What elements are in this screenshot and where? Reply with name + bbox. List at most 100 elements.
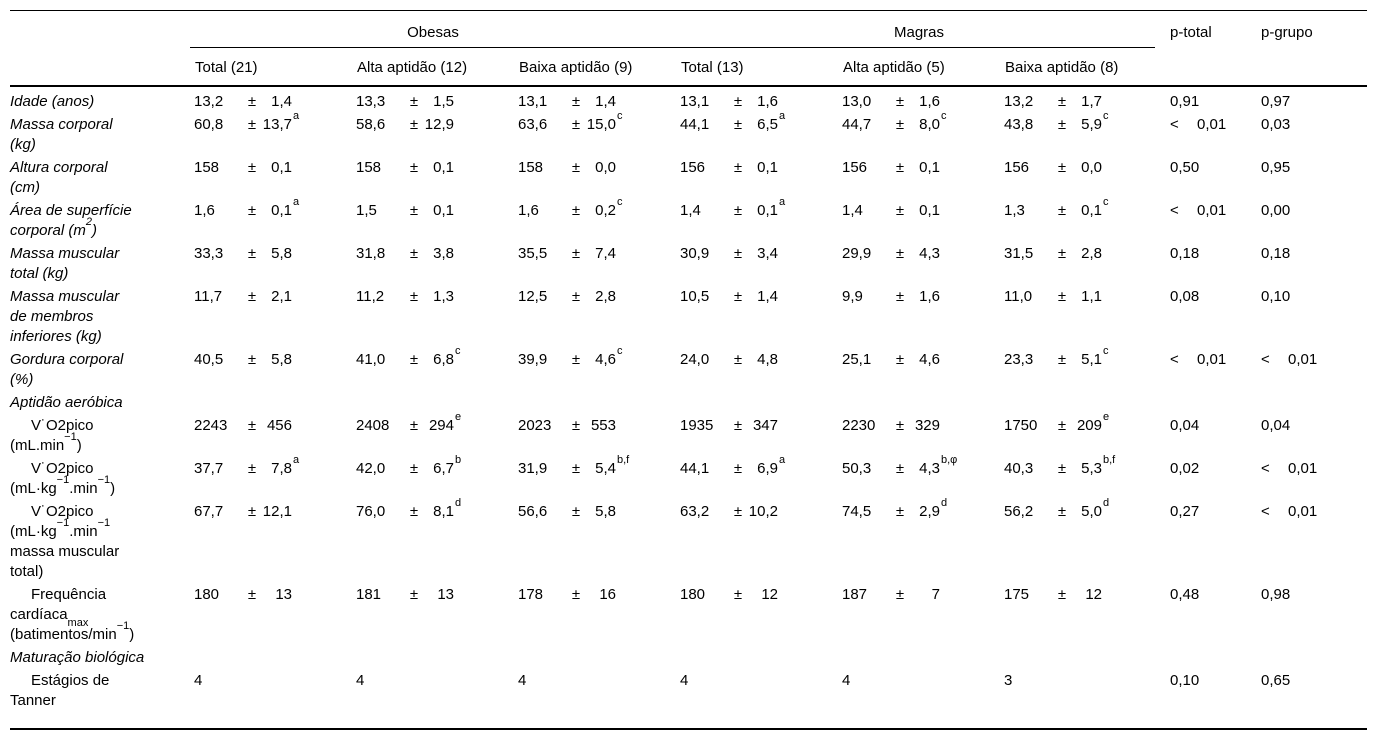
p-value: 0,01	[1288, 460, 1318, 477]
sd-value: 12	[1085, 586, 1102, 603]
p-grupo-cell: <0,01	[1253, 350, 1375, 370]
row-label-line: Área de superfície	[10, 202, 132, 219]
row-label: Estágios de Tanner	[10, 671, 190, 711]
mean-value: 37,7	[194, 460, 224, 477]
sd-value: 12,1	[262, 503, 292, 520]
plus-minus-symbol: ±	[409, 288, 419, 305]
plus-minus-symbol: ±	[571, 503, 581, 520]
sd-value: 1,5	[433, 93, 454, 110]
plus-minus-symbol: ±	[409, 417, 419, 434]
sd-value: 0,2	[595, 202, 616, 219]
row-label: V˙O2pico (mL.min−1)	[10, 416, 190, 456]
sd-value: 15,0	[586, 116, 616, 133]
row-label-line: total)	[10, 563, 44, 580]
plus-minus-symbol: ±	[1057, 288, 1067, 305]
data-cell: 40,5 ±5,8	[190, 350, 352, 370]
p-grupo-cell: 0,03	[1253, 115, 1375, 135]
mean-value: 44,1	[680, 116, 710, 133]
data-cell: 39,9 ±4,6 c	[514, 346, 676, 370]
mean-value: 12,5	[518, 288, 548, 305]
row-label-line: V˙O2pico	[31, 417, 94, 434]
table-row: Altura corporal (cm) 158 ±0,1 158 ±0,1 158 ±0,0…	[10, 158, 1375, 198]
sd-superscript: a	[293, 196, 300, 208]
table-row: Massa muscular total (kg) 33,3 ±5,8 31,8 ±3,8…	[10, 244, 1375, 284]
row-label-line: Estágios de	[31, 672, 110, 689]
sd-value: 7	[931, 586, 940, 603]
sd-value: 4,6	[595, 351, 616, 368]
plus-minus-symbol: ±	[409, 159, 419, 176]
p-value: 0,00	[1261, 202, 1291, 219]
p-total-cell: 0,04	[1162, 416, 1253, 436]
plus-minus-symbol: ±	[571, 351, 581, 368]
plus-minus-symbol: ±	[1057, 351, 1067, 368]
mean-value: 9,9	[842, 288, 863, 305]
sd-value: 5,0	[1081, 503, 1102, 520]
mean-value: 56,2	[1004, 503, 1034, 520]
data-cell: 156 ±0,1	[676, 158, 838, 178]
mean-value: 63,2	[680, 503, 710, 520]
row-label-line: V˙O2pico	[31, 503, 94, 520]
table-row: Área de superfície corporal (m2) 1,6 ±0,1 a 1…	[10, 196, 1375, 241]
mean-value: 67,7	[194, 503, 224, 520]
mean-value: 76,0	[356, 503, 386, 520]
table-row: Gordura corporal (%) 40,5 ±5,8 41,0 ±6,8 c 39,9…	[10, 346, 1375, 390]
plus-minus-symbol: ±	[1057, 202, 1067, 219]
sd-value: 12	[761, 586, 778, 603]
sd-value: 6,9	[757, 460, 778, 477]
row-label-line: total (kg)	[10, 265, 69, 282]
less-than-symbol: <	[1261, 351, 1270, 368]
data-cell: 30,9 ±3,4	[676, 244, 838, 264]
p-value: 0,65	[1261, 672, 1291, 689]
data-cell: 3	[1000, 671, 1162, 691]
row-label: Gordura corporal (%)	[10, 350, 190, 390]
data-cell: 25,1 ±4,6	[838, 350, 1000, 370]
mean-value: 56,6	[518, 503, 548, 520]
data-cell: 9,9 ±1,6	[838, 287, 1000, 307]
sd-value: 294	[428, 417, 454, 434]
data-cell: 31,5 ±2,8	[1000, 244, 1162, 264]
sd-value: 4,6	[919, 351, 940, 368]
data-cell: 1750 ±209 e	[1000, 412, 1162, 436]
header-bottom-rule	[10, 85, 1367, 87]
row-label-line: Idade (anos)	[10, 93, 95, 110]
p-value: 0,01	[1288, 503, 1318, 520]
plus-minus-symbol: ±	[895, 159, 905, 176]
p-value: 0,10	[1170, 672, 1200, 689]
plus-minus-symbol: ±	[1057, 503, 1067, 520]
data-cell: 4	[352, 671, 514, 691]
data-cell: 4	[838, 671, 1000, 691]
p-value: 0,04	[1170, 417, 1200, 434]
data-cell: 187 ±7	[838, 585, 1000, 605]
data-cell: 41,0 ±6,8 c	[352, 346, 514, 370]
mean-value: 39,9	[518, 351, 548, 368]
row-label-line: corporal (m2)	[10, 216, 97, 240]
plus-minus-symbol: ±	[895, 116, 905, 133]
plus-minus-symbol: ±	[571, 159, 581, 176]
mean-value: 187	[842, 586, 868, 603]
data-cell: 31,9 ±5,4 b,f	[514, 455, 676, 479]
plus-minus-symbol: ±	[895, 202, 905, 219]
mean-value: 10,5	[680, 288, 710, 305]
mean-value: 50,3	[842, 460, 872, 477]
plus-minus-symbol: ±	[895, 503, 905, 520]
mean-value: 40,5	[194, 351, 224, 368]
data-cell: 37,7 ±7,8 a	[190, 455, 352, 479]
data-cell: 31,8 ±3,8	[352, 244, 514, 264]
sd-value: 2,8	[1081, 245, 1102, 262]
mean-value: 63,6	[518, 116, 548, 133]
data-cell: 156 ±0,1	[838, 158, 1000, 178]
p-total-cell: 0,50	[1162, 158, 1253, 178]
sd-value: 2,8	[595, 288, 616, 305]
sd-value: 0,0	[1081, 159, 1102, 176]
mean-value: 13,3	[356, 93, 386, 110]
plus-minus-symbol: ±	[247, 93, 257, 110]
mean-value: 180	[194, 586, 220, 603]
row-label: Área de superfície corporal (m2)	[10, 201, 190, 241]
sd-superscript: a	[293, 110, 300, 122]
data-cell: 158 ±0,1	[190, 158, 352, 178]
plus-minus-symbol: ±	[733, 245, 743, 262]
p-total-cell: <0,01	[1162, 350, 1253, 370]
sd-value: 2,9	[919, 503, 940, 520]
column-header-magras-0: Total (13)	[681, 59, 744, 76]
column-header-obesas-2: Baixa aptidão (9)	[519, 59, 633, 76]
